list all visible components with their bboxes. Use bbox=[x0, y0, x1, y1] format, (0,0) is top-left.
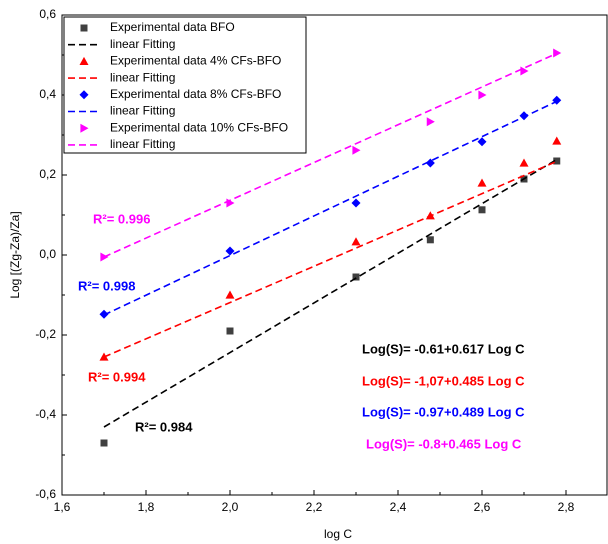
marker bbox=[352, 145, 361, 155]
legend-label: Experimental data 8% CFs-BFO bbox=[110, 87, 281, 101]
marker bbox=[225, 246, 235, 256]
x-tick-label: 2,2 bbox=[306, 500, 323, 514]
y-tick-label: -0,4 bbox=[35, 407, 56, 421]
marker bbox=[520, 66, 529, 76]
annotation: Log(S)= -0.61+0.617 Log C bbox=[362, 341, 525, 356]
marker bbox=[478, 90, 487, 100]
marker bbox=[477, 178, 487, 187]
legend-label: Experimental data BFO bbox=[110, 20, 235, 34]
marker bbox=[553, 157, 561, 165]
legend-swatch bbox=[80, 123, 89, 133]
legend-swatch bbox=[79, 56, 89, 65]
marker bbox=[225, 290, 235, 299]
legend-label: Experimental data 4% CFs-BFO bbox=[110, 54, 281, 68]
marker bbox=[477, 137, 487, 147]
y-tick-label: 0,4 bbox=[39, 87, 56, 101]
y-tick-label: -0,6 bbox=[35, 487, 56, 501]
x-tick-label: 1,6 bbox=[54, 500, 71, 514]
marker bbox=[552, 136, 562, 145]
y-tick-label: 0,2 bbox=[39, 167, 56, 181]
marker bbox=[426, 117, 435, 127]
marker bbox=[352, 273, 360, 281]
marker bbox=[478, 206, 486, 214]
x-tick-label: 2,4 bbox=[390, 500, 407, 514]
marker bbox=[100, 439, 108, 447]
annotation: R²= 0.994 bbox=[88, 369, 146, 384]
x-axis-label: log C bbox=[324, 527, 352, 541]
legend-label: linear Fitting bbox=[110, 70, 175, 84]
legend-box bbox=[63, 16, 307, 154]
y-tick-label: 0,0 bbox=[39, 247, 56, 261]
fit-line bbox=[103, 160, 558, 358]
x-tick-label: 1,8 bbox=[138, 500, 155, 514]
legend-label: linear Fitting bbox=[110, 37, 175, 51]
legend-swatch bbox=[80, 24, 88, 32]
x-tick-label: 2,6 bbox=[474, 500, 491, 514]
marker bbox=[351, 237, 361, 246]
y-tick-label: -0,2 bbox=[35, 327, 56, 341]
marker bbox=[226, 327, 234, 335]
annotation: Log(S)= -1,07+0.485 Log C bbox=[362, 373, 525, 388]
annotation: R²= 0.996 bbox=[93, 211, 150, 226]
legend-label: linear Fitting bbox=[110, 137, 175, 151]
x-tick-label: 2,0 bbox=[222, 500, 239, 514]
marker bbox=[426, 236, 434, 244]
fit-line bbox=[103, 52, 558, 258]
legend-label: linear Fitting bbox=[110, 104, 175, 118]
marker bbox=[519, 158, 529, 167]
legend-swatch bbox=[79, 90, 89, 100]
x-tick-label: 2,8 bbox=[558, 500, 575, 514]
marker bbox=[519, 111, 529, 121]
marker bbox=[425, 158, 435, 168]
annotation: R²= 0.998 bbox=[78, 278, 135, 293]
annotation: Log(S)= -0.97+0.489 Log C bbox=[362, 404, 525, 419]
marker bbox=[351, 198, 361, 208]
y-axis-label: Log [(Zg-Za)/Za] bbox=[8, 211, 22, 298]
legend-label: Experimental data 10% CFs-BFO bbox=[110, 120, 288, 134]
fit-line bbox=[103, 100, 558, 316]
annotation: Log(S)= -0.8+0.465 Log C bbox=[366, 436, 522, 451]
annotation: R²= 0.984 bbox=[135, 419, 193, 434]
y-tick-label: 0,6 bbox=[39, 7, 56, 21]
